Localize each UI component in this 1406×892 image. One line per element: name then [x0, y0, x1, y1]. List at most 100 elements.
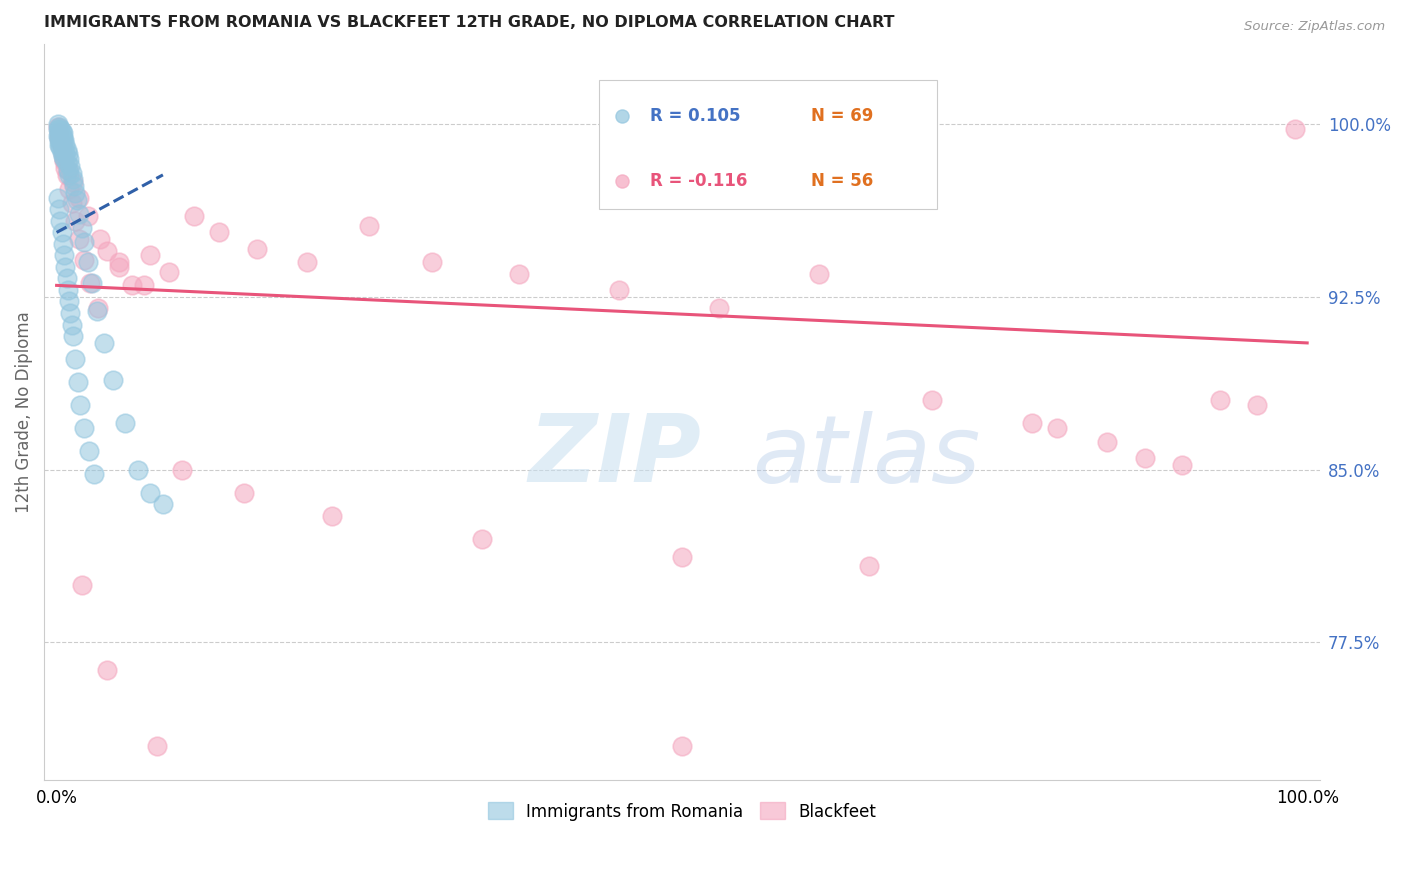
Point [52, 236, 75, 251]
Point [53, 143, 76, 157]
Point [48, 202, 70, 217]
Point [1284, 121, 1306, 136]
Point [93, 335, 115, 350]
Point [62, 175, 84, 189]
Point [1133, 450, 1156, 465]
Point [709, 301, 731, 316]
Point [295, 255, 318, 269]
Point [60, 318, 83, 332]
Point [48, 131, 70, 145]
Point [56, 283, 79, 297]
Legend: Immigrants from Romania, Blackfeet: Immigrants from Romania, Blackfeet [481, 796, 883, 827]
Point [60, 165, 83, 179]
Point [921, 393, 943, 408]
Point [612, 343, 634, 357]
Point [52, 131, 75, 145]
Point [58, 182, 80, 196]
Point [49, 133, 72, 147]
Point [53, 260, 76, 274]
Point [52, 147, 75, 161]
Point [51, 226, 73, 240]
Point [53, 248, 76, 262]
Point [73, 235, 96, 249]
Point [73, 421, 96, 435]
Point [56, 163, 79, 178]
Point [139, 248, 162, 262]
Point [152, 497, 174, 511]
Text: R = -0.116: R = -0.116 [650, 172, 748, 190]
Text: IMMIGRANTS FROM ROMANIA VS BLACKFEET 12TH GRADE, NO DIPLOMA CORRELATION CHART: IMMIGRANTS FROM ROMANIA VS BLACKFEET 12T… [44, 15, 894, 30]
Point [52, 149, 75, 163]
Point [62, 172, 84, 186]
Point [56, 147, 79, 161]
Point [51, 138, 73, 153]
Point [87, 301, 110, 316]
Point [108, 255, 131, 269]
Point [67, 191, 90, 205]
Point [108, 260, 131, 274]
Point [808, 267, 831, 281]
Point [55, 168, 77, 182]
Point [858, 559, 880, 574]
Point [46, 191, 69, 205]
Point [49, 140, 72, 154]
Point [63, 179, 86, 194]
Point [609, 283, 631, 297]
Point [49, 214, 72, 228]
Point [48, 127, 70, 141]
Point [51, 133, 73, 147]
Point [67, 207, 90, 221]
Point [1246, 398, 1268, 412]
Point [56, 163, 79, 178]
Point [51, 145, 73, 159]
Point [79, 276, 101, 290]
Point [51, 140, 73, 154]
Point [55, 143, 77, 157]
Point [77, 255, 100, 269]
Point [53, 147, 76, 161]
Point [48, 120, 70, 134]
Text: N = 56: N = 56 [811, 172, 873, 190]
Point [359, 219, 381, 233]
Point [49, 136, 72, 150]
Point [48, 133, 70, 147]
Text: ZIP: ZIP [529, 410, 702, 502]
Point [58, 294, 80, 309]
Point [101, 373, 124, 387]
Point [69, 398, 91, 412]
Point [49, 127, 72, 141]
Text: Source: ZipAtlas.com: Source: ZipAtlas.com [1244, 20, 1385, 33]
Point [60, 195, 83, 210]
Point [53, 154, 76, 169]
Point [52, 140, 75, 154]
Point [183, 210, 205, 224]
Point [59, 306, 82, 320]
Point [55, 271, 77, 285]
Point [114, 417, 136, 431]
Point [1208, 393, 1230, 408]
Point [612, 548, 634, 562]
Point [77, 210, 100, 224]
Point [65, 352, 87, 367]
Point [80, 276, 103, 290]
Text: N = 69: N = 69 [811, 107, 873, 125]
Point [121, 278, 143, 293]
Point [671, 739, 693, 753]
Point [51, 124, 73, 138]
Point [55, 156, 77, 170]
Point [233, 485, 256, 500]
Point [139, 485, 162, 500]
Y-axis label: 12th Grade, No Diploma: 12th Grade, No Diploma [15, 311, 32, 513]
Point [62, 329, 84, 343]
Point [77, 444, 100, 458]
Text: R = 0.105: R = 0.105 [650, 107, 741, 125]
Point [53, 133, 76, 147]
Point [48, 124, 70, 138]
Point [89, 232, 111, 246]
Point [53, 161, 76, 175]
Point [48, 138, 70, 153]
Point [1171, 458, 1194, 472]
Point [96, 663, 118, 677]
Point [208, 226, 231, 240]
Point [46, 128, 69, 143]
